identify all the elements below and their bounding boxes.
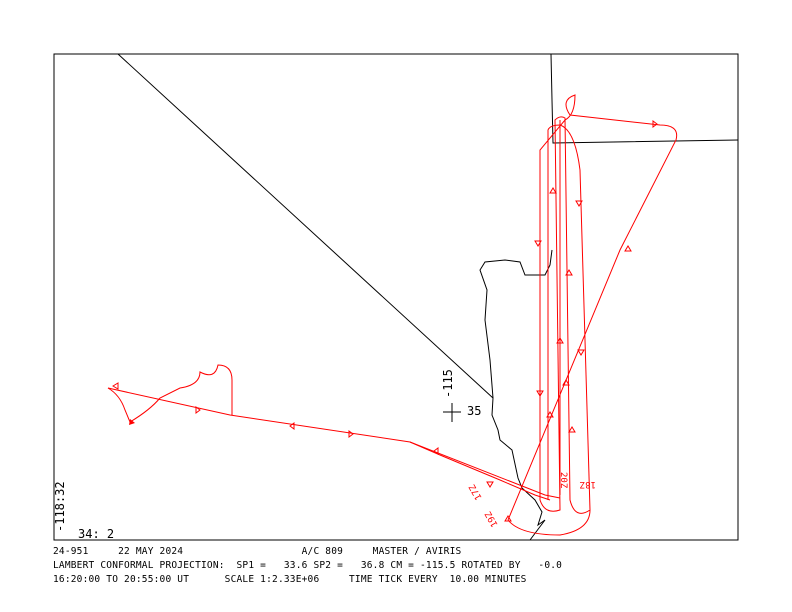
map-frame [53,53,739,541]
flight-track [107,94,678,536]
time-tick-markers [112,120,658,522]
grid-cross [443,403,461,422]
grid-lon-label: -115 [441,369,455,398]
time-label-20z: 20Z [558,472,568,489]
time-label-19z: 19Z [484,509,501,529]
grid-lat-label: 35 [467,404,481,418]
start-marker [129,419,135,425]
footer-line-flight-info: 24-951 22 MAY 2024 A/C 809 MASTER / AVIR… [53,546,462,557]
time-labels: 17Z 18Z 19Z 20Z [468,472,596,529]
river-boundary [491,397,546,541]
time-label-18z: 18Z [579,479,596,489]
time-label-17z: 17Z [468,482,485,502]
state-boundary-north [550,53,739,144]
boundaries [53,53,739,541]
footer-line-time-scale: 16:20:00 TO 20:55:00 UT SCALE 1:2.33E+06… [53,574,527,585]
lon-axis-label: -118:32 [53,481,67,532]
lat-axis-label: 34: 2 [78,527,114,541]
footer-line-projection: LAMBERT CONFORMAL PROJECTION: SP1 = 33.6… [53,560,563,571]
state-boundary-diagonal [117,53,494,399]
county-boundary [479,249,553,399]
